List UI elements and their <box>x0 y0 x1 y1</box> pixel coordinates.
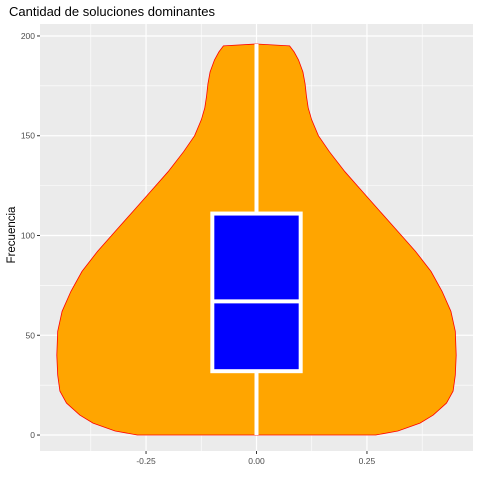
svg-text:Frecuencia: Frecuencia <box>6 206 18 263</box>
x-tick-label: 0.00 <box>248 456 265 466</box>
x-tick-label: 0.25 <box>359 456 376 466</box>
y-tick-label: 200 <box>21 31 35 41</box>
y-axis-ticks: 0 50 100 150 200 <box>21 31 40 440</box>
y-tick-label: 100 <box>21 231 35 241</box>
x-tick-label: -0.25 <box>136 456 156 466</box>
y-axis-label: Frecuencia <box>6 206 18 263</box>
box-iqr <box>212 214 300 372</box>
y-tick-label: 50 <box>26 330 36 340</box>
x-axis-ticks: -0.25 0.00 0.25 <box>136 451 375 466</box>
y-tick-label: 0 <box>30 430 35 440</box>
chart-title: Cantidad de soluciones dominantes <box>9 4 215 19</box>
y-tick-label: 150 <box>21 131 35 141</box>
